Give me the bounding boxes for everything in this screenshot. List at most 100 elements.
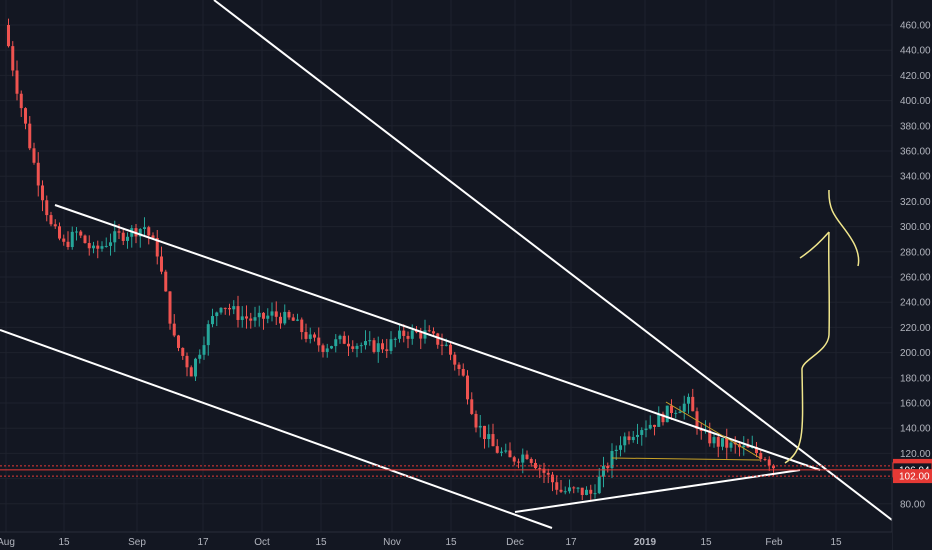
x-tick-label: 17 [565, 537, 577, 548]
candle-body [678, 411, 682, 413]
y-tick-label: 140.00 [900, 424, 931, 435]
time-axis-panel[interactable] [0, 532, 892, 550]
price-lines [0, 465, 892, 477]
candle-body [597, 476, 601, 494]
candle-body [478, 425, 482, 428]
candle-body [223, 307, 227, 309]
candle-body [546, 472, 550, 475]
price-tag [893, 469, 932, 484]
candle-body [249, 318, 253, 321]
candle-body [389, 339, 393, 351]
candle-body [325, 348, 329, 352]
arrow-head-left [799, 231, 830, 259]
candle-body [121, 232, 125, 241]
candle-body [767, 459, 771, 466]
candle-body [270, 311, 274, 316]
candle-body [181, 347, 185, 356]
candle-body [202, 345, 206, 355]
candle-body [96, 245, 100, 249]
candle-body [593, 493, 597, 495]
candle-body [236, 306, 240, 320]
candle-body [466, 375, 469, 400]
candle-body [725, 438, 729, 448]
candle-body [151, 235, 155, 239]
x-tick-label: 17 [197, 537, 209, 548]
x-tick-label: 15 [315, 537, 327, 548]
x-tick-label: Feb [765, 537, 783, 548]
candle-body [631, 436, 635, 441]
candle-body [474, 413, 478, 428]
candle-body [296, 319, 299, 321]
candle-body [444, 344, 448, 346]
trendline-middle [54, 204, 821, 471]
y-tick-label: 340.00 [900, 172, 931, 183]
y-tick-label: 260.00 [900, 273, 931, 284]
x-tick-label: 2019 [634, 537, 657, 548]
y-tick-label: 120.00 [900, 449, 931, 460]
candle-body [32, 148, 36, 163]
arrow-drawing [784, 189, 860, 464]
candle-body [415, 330, 418, 333]
candle-body [487, 434, 491, 440]
candle-body [742, 445, 746, 448]
y-tick-label: 380.00 [900, 121, 931, 132]
candle-body [585, 489, 588, 495]
candle-body [177, 335, 180, 348]
candle-body [419, 332, 423, 339]
candle-body [219, 307, 223, 313]
candle-body [687, 396, 690, 404]
triangle-base-line [611, 457, 761, 461]
candle-body [716, 437, 720, 447]
candle-body [347, 343, 350, 347]
candle-body [402, 330, 406, 336]
candle-body [491, 434, 495, 447]
price-tags: 110.07106.94102.00 [892, 458, 932, 484]
x-tick-label: Dec [506, 537, 524, 548]
candle-body [364, 341, 367, 346]
candle-body [644, 428, 648, 431]
arrow-head-right [828, 189, 860, 267]
candle-body [53, 224, 57, 227]
candle-body [393, 338, 397, 340]
candle-body [117, 231, 121, 233]
candle-body [619, 445, 622, 450]
trendline-support [514, 469, 801, 513]
candle-body [304, 332, 308, 339]
candle-body [661, 413, 665, 423]
candle-body [194, 358, 197, 377]
candle-body [500, 451, 503, 453]
candle-body [410, 330, 414, 339]
candle-body [155, 238, 159, 257]
candle-body [572, 487, 576, 489]
candle-body [274, 311, 278, 317]
candle-body [470, 399, 474, 414]
candle-body [164, 271, 168, 292]
x-tick-label: Oct [254, 537, 270, 548]
candle-body [648, 424, 652, 429]
time-axis[interactable]: Aug 15 Sep 17 Oct 15 Nov 15 Dec 17 2019 15 Feb 15 [0, 537, 842, 548]
candle-body [508, 450, 512, 458]
candle-body [245, 316, 248, 319]
candle-body [729, 442, 733, 448]
candle-body [138, 228, 142, 237]
candle-body [240, 316, 244, 320]
price-axis-panel[interactable] [892, 0, 932, 550]
candle-body [376, 343, 380, 352]
candle-body [555, 482, 559, 490]
candle-body [24, 108, 27, 124]
candle-body [427, 330, 431, 332]
candle-body [126, 236, 129, 241]
y-tick-label: 220.00 [900, 323, 931, 334]
candle-body [300, 319, 304, 333]
candle-body [534, 462, 537, 469]
candle-body [453, 354, 457, 365]
arrow-shaft [784, 231, 831, 464]
candle-body [368, 340, 372, 342]
y-tick-label: 320.00 [900, 197, 931, 208]
candle-body [253, 317, 257, 321]
candle-body [670, 405, 673, 414]
candle-body [330, 346, 333, 349]
candle-body [198, 354, 202, 359]
